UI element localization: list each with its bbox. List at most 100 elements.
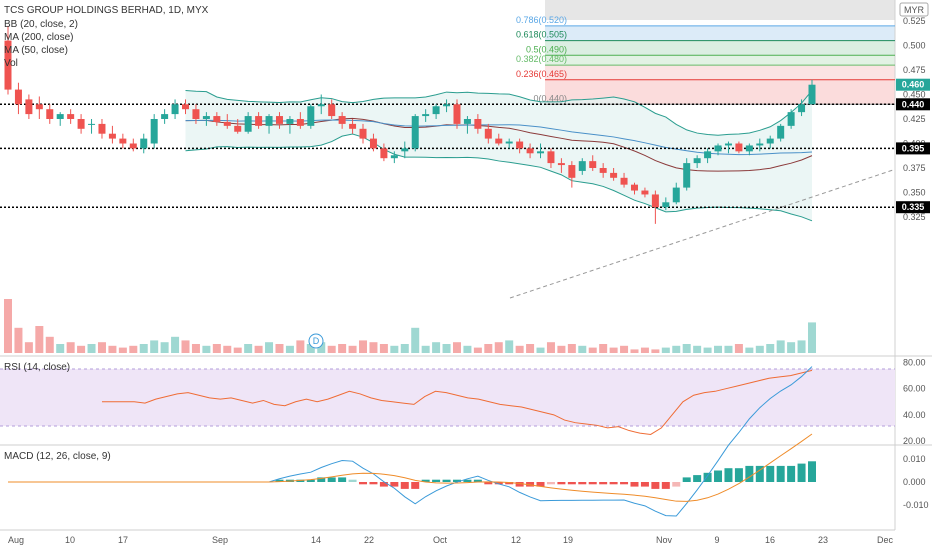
candle-body bbox=[223, 121, 231, 126]
volume-bar bbox=[317, 342, 326, 353]
candle-body bbox=[453, 104, 461, 124]
volume-bar bbox=[66, 342, 75, 353]
indicator-vol: Vol bbox=[4, 58, 18, 69]
macd-hist-bar bbox=[400, 482, 409, 489]
currency-label: MYR bbox=[904, 5, 925, 15]
candle-body bbox=[630, 184, 638, 191]
volume-bar bbox=[348, 345, 357, 353]
candle-body bbox=[693, 158, 701, 164]
candle-body bbox=[599, 168, 607, 173]
volume-bar bbox=[275, 344, 284, 353]
candle-body bbox=[808, 84, 816, 105]
candle-body bbox=[307, 106, 315, 126]
volume-bar bbox=[567, 344, 576, 353]
price-tags: 0.460 0.440 0.395 0.335 bbox=[896, 78, 930, 214]
fib-label-3: 0.382(0.480) bbox=[516, 54, 567, 64]
candle-body bbox=[610, 172, 618, 178]
candle-body bbox=[495, 138, 503, 144]
volume-bar bbox=[755, 345, 764, 353]
volume-bar bbox=[118, 347, 127, 353]
macd-hist-bar bbox=[776, 465, 785, 482]
price-tag-3 bbox=[896, 201, 930, 214]
candle-body bbox=[213, 116, 221, 122]
fib-zone-3 bbox=[545, 65, 895, 80]
time-tick: Sep bbox=[212, 535, 228, 545]
candle-body bbox=[756, 143, 764, 146]
macd-hist-bar bbox=[536, 482, 545, 487]
volume-bar bbox=[421, 345, 430, 353]
volume-bar bbox=[296, 340, 305, 353]
candle-body bbox=[651, 194, 659, 208]
macd-hist-bar bbox=[359, 482, 368, 485]
indicator-ma50: MA (50, close) bbox=[4, 45, 68, 56]
macd-hist-bar bbox=[797, 463, 806, 482]
candle-body bbox=[244, 116, 252, 132]
time-tick: 22 bbox=[364, 535, 374, 545]
candle-body bbox=[390, 155, 398, 159]
candle-body bbox=[369, 138, 377, 149]
dividend-marker-circle[interactable] bbox=[308, 333, 324, 349]
volume-bar bbox=[285, 345, 294, 353]
rsi-line-group bbox=[101, 369, 813, 435]
volume-bar bbox=[150, 340, 159, 353]
candle-body bbox=[401, 148, 409, 152]
macd-hist-bar bbox=[526, 482, 535, 487]
candle-body bbox=[119, 138, 127, 144]
volume-bar bbox=[265, 342, 274, 353]
volume-bar bbox=[557, 345, 566, 353]
volume-bar bbox=[56, 344, 65, 353]
macd-hist-bar bbox=[390, 482, 399, 487]
volume-bar bbox=[359, 340, 368, 353]
volume-bar bbox=[306, 344, 315, 353]
price-tag-0 bbox=[896, 78, 930, 91]
candle-body bbox=[422, 114, 430, 117]
macd-hist-bar bbox=[651, 482, 660, 489]
candle-body bbox=[662, 202, 670, 208]
candle-body bbox=[192, 109, 200, 119]
macd-hist-bar bbox=[787, 465, 796, 482]
candle-body bbox=[683, 163, 691, 188]
volume-bar bbox=[400, 344, 409, 353]
candle-body bbox=[67, 114, 75, 119]
volume-bar bbox=[526, 344, 535, 353]
horizontal-levels bbox=[0, 103, 895, 208]
volume-bar bbox=[97, 342, 106, 353]
macd-hist-bar bbox=[327, 477, 336, 482]
macd-hist-bar bbox=[369, 482, 378, 485]
candle-body bbox=[161, 114, 169, 119]
fib-label-5: 0(0.440) bbox=[533, 93, 567, 103]
volume-bar bbox=[494, 342, 503, 353]
macd-hist-bar bbox=[714, 470, 723, 482]
macd-hist-bar bbox=[317, 477, 326, 482]
volume-bar bbox=[452, 342, 461, 353]
bollinger-band-area bbox=[185, 90, 813, 221]
price-tag-text: 0.395 bbox=[902, 143, 925, 153]
volume-bar bbox=[181, 340, 190, 353]
rsi-tick: 20.00 bbox=[903, 436, 926, 446]
volume-bars bbox=[4, 299, 816, 353]
time-tick: 10 bbox=[65, 535, 75, 545]
macd-hist-bar bbox=[484, 482, 493, 485]
candle-body bbox=[317, 104, 325, 107]
rsi-tick: 40.00 bbox=[903, 410, 926, 420]
candle-body bbox=[787, 112, 795, 126]
macd-hist-bar bbox=[745, 465, 754, 482]
chart-title: TCS GROUP HOLDINGS BERHAD, 1D, MYX bbox=[4, 5, 209, 16]
rsi-label: RSI (14, close) bbox=[4, 362, 70, 373]
volume-bar bbox=[77, 345, 86, 353]
candle-body bbox=[108, 133, 116, 139]
macd-axis-ticks: 0.010 0.000 -0.010 bbox=[903, 454, 929, 510]
candle-body bbox=[25, 99, 33, 115]
candle-body bbox=[724, 143, 732, 146]
time-tick: 23 bbox=[818, 535, 828, 545]
volume-bar bbox=[212, 344, 221, 353]
candle-body bbox=[714, 145, 722, 152]
macd-hist-bar bbox=[411, 482, 420, 489]
currency-badge[interactable] bbox=[899, 2, 929, 17]
fib-label-4: 0.236(0.465) bbox=[516, 69, 567, 79]
volume-bar bbox=[651, 349, 660, 353]
candle-body bbox=[484, 128, 492, 139]
candle-body bbox=[4, 40, 12, 90]
candle-body bbox=[140, 138, 148, 149]
